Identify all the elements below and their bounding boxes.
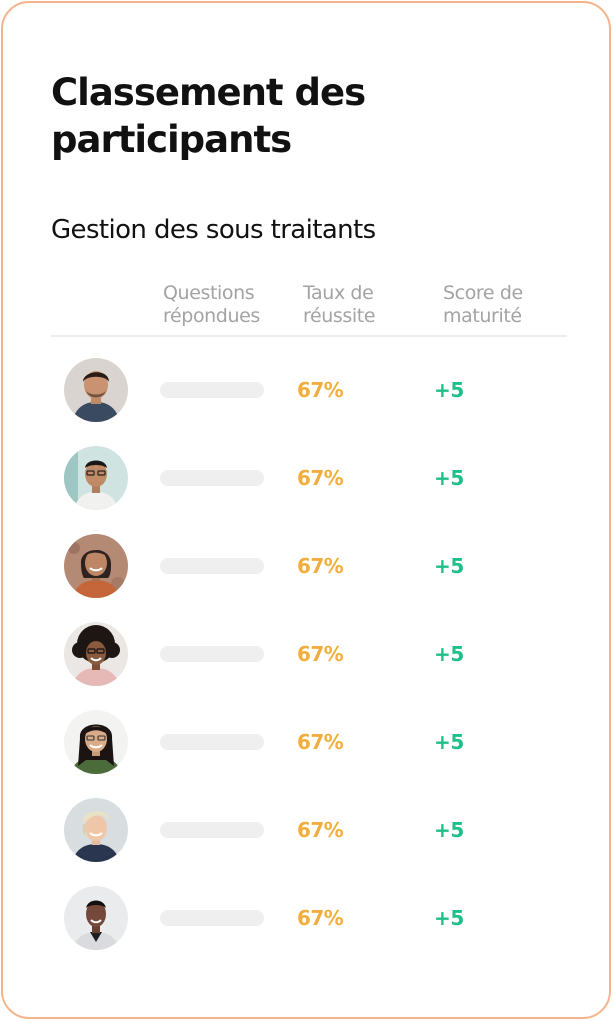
participant-photo-icon (64, 358, 128, 422)
participant-photo-icon (64, 534, 128, 598)
questions-progress-bar (160, 382, 264, 398)
taux-value: 67% (297, 906, 344, 930)
taux-value: 67% (297, 554, 344, 578)
questions-progress-bar (160, 734, 264, 750)
page-title: Classement des participants (51, 71, 366, 161)
score-value: +5 (434, 554, 464, 578)
participant-row: 67% +5 (0, 346, 613, 434)
column-header-questions: Questions répondues (163, 282, 260, 327)
questions-progress-bar (160, 910, 264, 926)
taux-value: 67% (297, 466, 344, 490)
score-value: +5 (434, 642, 464, 666)
score-value: +5 (434, 730, 464, 754)
taux-value: 67% (297, 378, 344, 402)
column-header-taux: Taux de réussite (303, 282, 376, 327)
participant-photo-icon (64, 798, 128, 862)
taux-value: 67% (297, 642, 344, 666)
taux-value: 67% (297, 730, 344, 754)
participant-row: 67% +5 (0, 874, 613, 962)
score-value: +5 (434, 818, 464, 842)
participant-row: 67% +5 (0, 698, 613, 786)
participant-photo-icon (64, 886, 128, 950)
participant-photo-icon (64, 710, 128, 774)
score-value: +5 (434, 466, 464, 490)
participant-row: 67% +5 (0, 522, 613, 610)
header-divider (51, 335, 567, 337)
questions-progress-bar (160, 470, 264, 486)
questions-progress-bar (160, 558, 264, 574)
participant-photo-icon (64, 622, 128, 686)
participant-photo-icon (64, 446, 128, 510)
section-title: Gestion des sous traitants (51, 215, 376, 245)
score-value: +5 (434, 378, 464, 402)
taux-value: 67% (297, 818, 344, 842)
participant-list: 67% +5 67% +5 (0, 346, 613, 962)
score-value: +5 (434, 906, 464, 930)
participant-row: 67% +5 (0, 610, 613, 698)
column-header-score: Score de maturité (443, 282, 523, 327)
questions-progress-bar (160, 822, 264, 838)
participant-row: 67% +5 (0, 434, 613, 522)
participant-row: 67% +5 (0, 786, 613, 874)
questions-progress-bar (160, 646, 264, 662)
